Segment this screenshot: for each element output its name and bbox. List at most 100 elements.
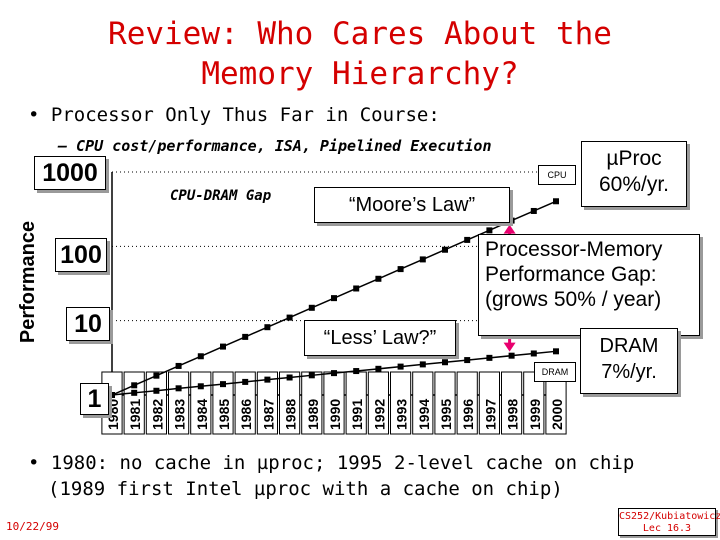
x-tick-label-1980: 1980: [105, 399, 121, 430]
x-tick-label-1999: 1999: [527, 399, 543, 430]
cpu-dram-gap-label: CPU-DRAM Gap: [170, 188, 272, 204]
point-cpu-1989: [308, 304, 315, 311]
y-tick-100: 100: [55, 238, 107, 272]
point-dram-1981: [131, 389, 138, 396]
less-law-box: “Less’ Law?”: [304, 320, 456, 356]
point-dram-2000: [553, 348, 559, 355]
y-tick-10: 10: [66, 307, 110, 341]
point-dram-1982: [153, 387, 160, 394]
x-tick-box-1995: [434, 371, 456, 435]
proc-growth-line-2: 60%/yr.: [598, 173, 670, 196]
gap-line-2: Performance Gap:: [485, 263, 657, 286]
dram-growth-line-2: 7%/yr.: [601, 361, 657, 383]
x-tick-box-1994: [412, 371, 434, 435]
x-tick-label-1987: 1987: [260, 399, 276, 430]
point-dram-1984: [197, 383, 204, 390]
x-tick-box-1984: [190, 371, 212, 435]
x-tick-label-1985: 1985: [216, 399, 232, 430]
point-dram-1983: [175, 385, 182, 392]
bullet-cache-history-2: (1989 first Intel µproc with a cache on …: [48, 478, 563, 500]
y-tick-1: 1: [80, 383, 109, 415]
x-tick-box-1999: [523, 371, 545, 435]
point-dram-1987: [264, 376, 271, 383]
x-tick-label-1994: 1994: [416, 399, 432, 430]
bullet-processor-only: • Processor Only Thus Far in Course:: [28, 104, 440, 126]
point-dram-1990: [331, 370, 337, 377]
point-dram-1998: [508, 352, 515, 359]
point-cpu-1999: [530, 207, 537, 214]
x-tick-label-1986: 1986: [238, 399, 254, 430]
point-cpu-1996: [464, 236, 471, 243]
x-tick-box-1992: [367, 371, 389, 435]
point-cpu-1992: [375, 275, 382, 282]
point-cpu-1998: [508, 217, 515, 224]
x-tick-box-1987: [256, 371, 278, 435]
x-tick-label-1984: 1984: [194, 399, 210, 430]
point-cpu-1997: [486, 227, 493, 234]
gap-arrow-head-bottom: [503, 342, 516, 352]
y-axis-label: Performance: [17, 220, 39, 344]
course-footer-line-1: CS252/Kubiatowicz: [619, 511, 720, 522]
x-tick-box-1988: [279, 371, 301, 435]
bullet-cache-history: • 1980: no cache in µproc; 1995 2-level …: [28, 452, 635, 474]
x-tick-box-1989: [301, 371, 323, 435]
moores-law-box: “Moore’s Law”: [314, 187, 510, 223]
point-cpu-1984: [197, 353, 204, 360]
x-tick-label-1988: 1988: [283, 399, 299, 430]
point-dram-1989: [308, 372, 315, 379]
point-cpu-1983: [175, 362, 182, 369]
point-cpu-1993: [397, 266, 404, 273]
x-tick-label-1990: 1990: [327, 399, 343, 430]
x-tick-box-1985: [212, 371, 234, 435]
point-cpu-1990: [331, 295, 337, 302]
point-cpu-1986: [242, 333, 249, 340]
proc-growth-callout: µProc 60%/yr.: [581, 141, 687, 207]
point-cpu-1985: [220, 343, 226, 350]
point-dram-1996: [464, 357, 471, 364]
x-tick-label-1993: 1993: [394, 399, 410, 430]
gap-arrow-head-top: [503, 224, 516, 234]
point-cpu-1981: [131, 382, 138, 389]
x-tick-label-1981: 1981: [127, 399, 143, 430]
proc-growth-line-1: µProc: [606, 147, 662, 170]
gap-line-1: Processor-Memory: [485, 238, 663, 261]
slide-date: 10/22/99: [6, 520, 59, 533]
title-line-1: Review: Who Cares About the: [108, 16, 612, 52]
course-footer: CS252/Kubiatowicz Lec 16.3: [618, 508, 720, 536]
point-dram-1991: [353, 368, 360, 375]
x-tick-label-1997: 1997: [482, 399, 498, 430]
dram-series-label: DRAM: [534, 362, 576, 382]
point-dram-1988: [286, 374, 293, 381]
title-line-2: Memory Hierarchy?: [201, 56, 519, 92]
x-tick-label-1995: 1995: [438, 399, 454, 430]
point-dram-1997: [486, 354, 493, 361]
point-cpu-1988: [286, 314, 293, 321]
x-tick-label-1982: 1982: [149, 399, 165, 430]
point-cpu-1987: [264, 324, 271, 331]
gap-callout: Processor-Memory Performance Gap: (grows…: [478, 234, 700, 336]
point-dram-1993: [397, 363, 404, 370]
x-tick-label-1996: 1996: [460, 399, 476, 430]
point-cpu-1994: [419, 256, 426, 263]
point-dram-1994: [419, 361, 426, 368]
point-dram-1992: [375, 365, 382, 372]
x-tick-box-1982: [145, 371, 168, 435]
x-tick-label-1991: 1991: [349, 399, 365, 430]
x-tick-label-1989: 1989: [305, 399, 321, 430]
x-tick-label-1992: 1992: [371, 399, 387, 430]
x-tick-box-1986: [234, 371, 256, 435]
x-tick-label-2000: 2000: [549, 399, 565, 430]
point-dram-1986: [242, 378, 249, 385]
dram-growth-callout: DRAM 7%/yr.: [580, 328, 678, 394]
point-dram-1995: [442, 359, 448, 366]
point-cpu-1982: [153, 372, 160, 379]
point-cpu-2000: [553, 198, 559, 205]
x-tick-box-1993: [390, 371, 412, 435]
point-dram-1980: [109, 392, 115, 398]
x-tick-box-1998: [501, 371, 523, 435]
x-tick-label-1998: 1998: [505, 399, 521, 430]
y-tick-1000: 1000: [34, 156, 106, 190]
x-tick-label-1983: 1983: [172, 399, 188, 430]
slide-title: Review: Who Cares About the Memory Hiera…: [0, 14, 720, 94]
